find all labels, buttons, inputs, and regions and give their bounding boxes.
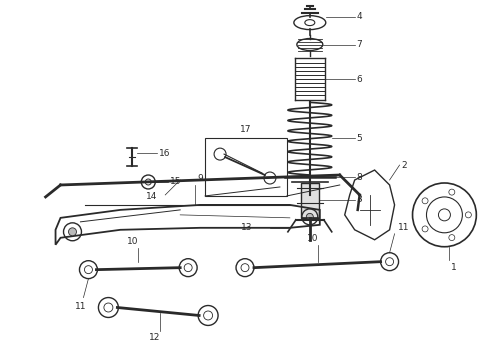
Text: 3: 3: [357, 195, 363, 204]
Text: 6: 6: [357, 75, 363, 84]
Text: 8: 8: [357, 172, 363, 181]
Text: 1: 1: [451, 263, 457, 272]
Text: 16: 16: [159, 149, 171, 158]
Text: 13: 13: [241, 223, 252, 232]
Text: 17: 17: [240, 125, 252, 134]
Text: 5: 5: [357, 134, 363, 143]
Circle shape: [306, 213, 313, 220]
Text: 10: 10: [307, 234, 318, 243]
Text: 15: 15: [170, 177, 182, 186]
Text: 11: 11: [74, 302, 86, 311]
Text: 10: 10: [126, 237, 138, 246]
Text: 2: 2: [401, 161, 407, 170]
Bar: [205, 138, 287, 196]
Text: 12: 12: [148, 333, 160, 342]
Bar: [301, 183, 319, 218]
Text: 7: 7: [357, 40, 363, 49]
Circle shape: [69, 228, 76, 236]
Text: 14: 14: [146, 193, 157, 202]
Text: 11: 11: [397, 223, 409, 232]
Text: 4: 4: [357, 12, 362, 21]
Text: 9: 9: [197, 174, 203, 183]
